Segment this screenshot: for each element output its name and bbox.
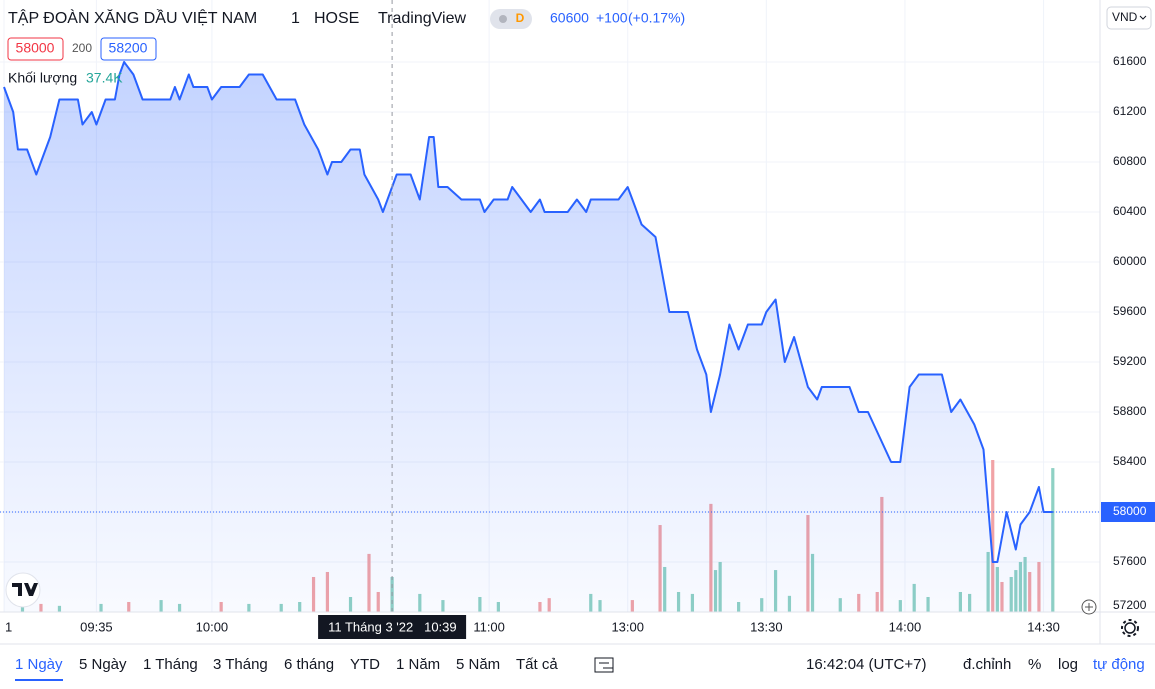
currency-button[interactable] [1106,6,1152,30]
bid-price: 58000 [16,40,55,56]
y-tick-label: 61200 [1113,104,1147,118]
y-tick-label: 60400 [1113,204,1147,218]
status-badge: D [516,11,525,25]
x-tick-label: 11:00 [473,619,505,634]
range-button[interactable]: 5 Năm [456,656,500,673]
x-tick-label: 1 [5,619,12,634]
x-tick-label: 10:00 [196,619,229,634]
option-button[interactable]: tự động [1093,656,1145,673]
gear-teeth [1121,619,1139,637]
y-tick-label: 59200 [1113,354,1147,368]
option-button[interactable]: % [1028,656,1041,673]
range-button[interactable]: 6 tháng [284,656,334,673]
volume-title: Khối lượng [8,70,77,86]
y-tick-label: 59600 [1113,304,1147,318]
range-button[interactable]: 3 Tháng [213,656,268,673]
range-button[interactable]: YTD [350,656,380,673]
crosshair-date: 11 Tháng 3 '22 [328,619,413,634]
x-tick-label: 13:30 [750,619,783,634]
status-pill [490,9,532,29]
y-tick-label: 57600 [1113,554,1147,568]
current-price-label: 58000 [1113,504,1147,518]
option-button[interactable]: log [1058,656,1078,673]
spread: 200 [72,41,92,55]
status-dot [499,15,507,23]
y-tick-label: 61600 [1113,54,1147,68]
current-price-tag [1101,502,1155,522]
crosshair-tag [318,615,467,639]
x-tick-label: 14:30 [1027,619,1060,634]
x-tick-label: 13:00 [611,619,644,634]
toolbar: 1 Ngày 5 Ngày 1 Tháng 3 Tháng 6 tháng YTD 1 Nă… [15,656,1145,673]
range-button[interactable]: 1 Năm [396,656,440,673]
interval: 1 [291,10,300,27]
tv-logo [12,583,38,596]
range-button[interactable]: 1 Tháng [143,656,198,673]
add-icon [1085,603,1093,611]
tv-logo-bg[interactable] [5,572,41,608]
price-area [4,62,1053,612]
option-button[interactable]: đ.chỉnh [963,656,1011,673]
price-change: +100 [596,10,628,26]
ask-box[interactable] [100,37,157,61]
range-button[interactable]: Tất cả [516,656,558,673]
plot-layer [0,0,1100,612]
x-tick-label: 09:35 [80,619,113,634]
range-button[interactable]: 5 Ngày [79,656,127,673]
symbol-title: TẬP ĐOÀN XĂNG DẦU VIỆT NAM [8,8,257,27]
y-tick-label: 58400 [1113,454,1147,468]
settings-icon[interactable] [1121,619,1139,637]
currency: VND [1112,10,1138,24]
currency-caret [1139,15,1147,20]
exchange: HOSE [314,10,359,27]
range-button[interactable]: 1 Ngày [15,656,63,673]
volume-bar [991,460,995,612]
compare-frame [594,657,614,673]
bid-box[interactable] [7,37,64,61]
clock: 16:42:04 (UTC+7) [806,656,926,673]
compare-lines [599,662,613,669]
last-price: 60600 [550,10,589,26]
volume-last: 37.4K [86,70,123,86]
x-tick-label: 14:00 [889,619,922,634]
source: TradingView [378,10,466,27]
compare-icon[interactable] [594,657,614,673]
y-tick-label: 58800 [1113,404,1147,418]
y-tick-label: 60000 [1113,254,1147,268]
y-tick-label: 60800 [1113,154,1147,168]
axis-layer: 57200 57600 58000 58400 58800 59200 59600 60000… [5,54,1155,639]
gear [1124,622,1136,634]
ask-price: 58200 [109,40,148,56]
y-tick-label: 57200 [1113,598,1147,612]
crosshair-time: 10:39 [424,619,457,634]
price-line [3,61,1053,563]
price-change-pct: (+0.17%) [628,10,685,26]
